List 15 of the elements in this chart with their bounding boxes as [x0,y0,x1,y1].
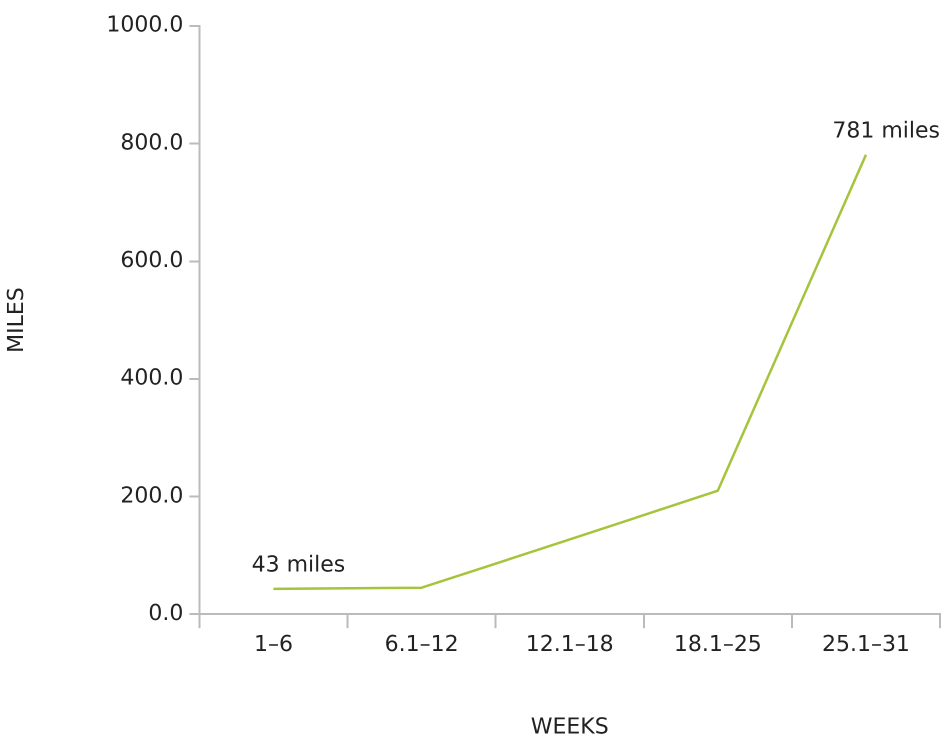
y-tick-label: 1000.0 [106,12,184,38]
x-tick-label: 1–6 [254,632,293,658]
y-tick-label: 200.0 [120,483,184,508]
y-tick-label: 600.0 [120,248,184,273]
y-tick-label: 0.0 [148,600,184,626]
y-tick-label: 400.0 [120,366,184,391]
x-axis-title: WEEKS [530,714,609,740]
x-tick-label: 12.1–18 [526,632,614,658]
annotation: 781 miles [832,118,940,144]
annotation: 43 miles [252,552,346,578]
x-tick-label: 18.1–25 [674,632,762,658]
x-tick-label: 25.1–31 [822,632,910,658]
y-tick-label: 800.0 [120,130,184,156]
x-tick-label: 6.1–12 [384,632,459,658]
y-axis-title: MILES [4,287,29,353]
